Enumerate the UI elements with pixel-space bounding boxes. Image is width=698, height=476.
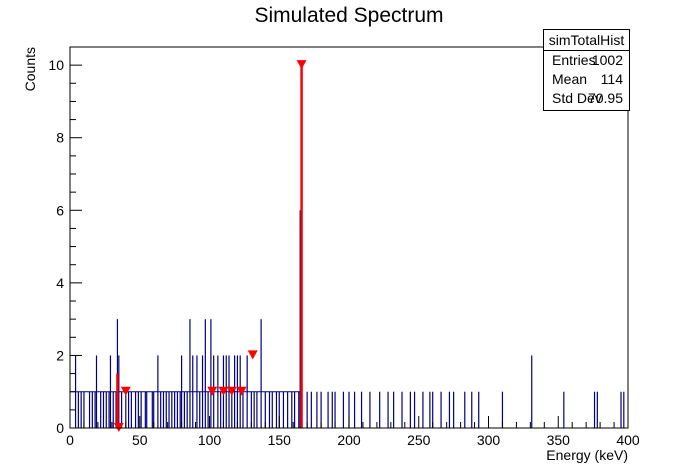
stats-row-stddev: Std Dev 70.95 [544,89,629,108]
x-tick-label: 400 [616,432,640,448]
stats-key: Mean [552,71,588,87]
stats-row-mean: Mean 114 [544,70,629,89]
peak-marker [120,386,131,396]
y-axis: 0 2 4 6 8 10 [48,57,82,436]
chart-title: Simulated Spectrum [254,4,444,27]
x-tick-label: 0 [66,432,74,448]
x-tick-label: 300 [477,432,501,448]
x-tick-label: 150 [268,432,292,448]
peak-marker [247,350,258,360]
peak-marker [236,386,247,396]
stats-value: 114 [600,71,623,87]
y-tick-label: 8 [56,130,64,146]
x-axis: 0 50 100 150 200 250 300 350 400 [66,416,640,448]
y-axis-label: Counts [22,47,38,91]
y-tick-label: 6 [56,202,64,218]
stats-key: Std Dev [552,90,602,106]
stats-value: 1002 [591,52,623,68]
peak-marker [226,386,237,396]
stats-row-entries: Entries 1002 [544,51,629,70]
peak-marker [296,60,307,70]
peak-markers [113,60,307,432]
peak-marker [207,386,218,396]
stats-title: simTotalHist [544,30,629,51]
x-axis-label: Energy (keV) [546,447,628,463]
peak-marker [218,386,229,396]
x-tick-label: 50 [132,432,148,448]
y-tick-label: 10 [48,57,64,73]
x-tick-label: 350 [547,432,571,448]
histogram-bars [70,65,625,428]
peak-lines [116,65,303,428]
x-tick-label: 250 [407,432,431,448]
y-tick-label: 2 [56,347,64,363]
stats-key: Entries [552,52,596,68]
y-tick-label: 0 [56,420,64,436]
x-tick-label: 100 [198,432,222,448]
stats-value: 70.95 [587,90,623,106]
y-tick-label: 4 [56,275,64,291]
x-tick-label: 200 [337,432,361,448]
stats-box: simTotalHist Entries 1002 Mean 114 Std D… [543,29,630,111]
